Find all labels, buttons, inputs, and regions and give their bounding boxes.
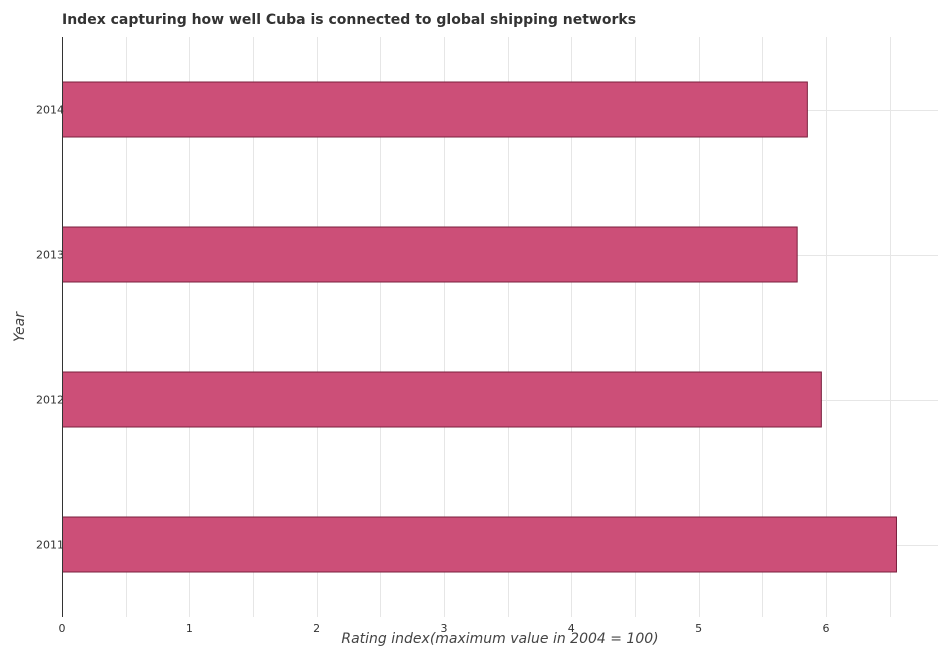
y-tick-label: 2011 bbox=[36, 539, 64, 552]
x-tick-label: 5 bbox=[695, 622, 702, 635]
x-axis-label: Rating index(maximum value in 2004 = 100… bbox=[341, 631, 658, 647]
x-tick-label: 4 bbox=[568, 622, 575, 635]
bar-2013 bbox=[62, 226, 798, 283]
y-axis-label: Year bbox=[12, 311, 28, 342]
x-tick-label: 0 bbox=[59, 622, 66, 635]
bars bbox=[62, 81, 897, 573]
x-tick-label: 1 bbox=[186, 622, 193, 635]
bar-2012 bbox=[62, 371, 822, 428]
chart-title: Index capturing how well Cuba is connect… bbox=[62, 12, 636, 28]
x-tick-label: 3 bbox=[440, 622, 447, 635]
y-tick-label: 2012 bbox=[36, 394, 64, 407]
x-tick-labels: 0 1 2 3 4 5 6 bbox=[59, 622, 830, 635]
y-tick-label: 2014 bbox=[36, 104, 64, 117]
x-tick-label: 6 bbox=[822, 622, 829, 635]
bar-2014 bbox=[62, 81, 808, 138]
y-tick-labels: 2011 2012 2013 2014 bbox=[36, 104, 64, 552]
x-tick-label: 2 bbox=[313, 622, 320, 635]
bar-2011 bbox=[62, 516, 897, 573]
y-tick-label: 2013 bbox=[36, 249, 64, 262]
